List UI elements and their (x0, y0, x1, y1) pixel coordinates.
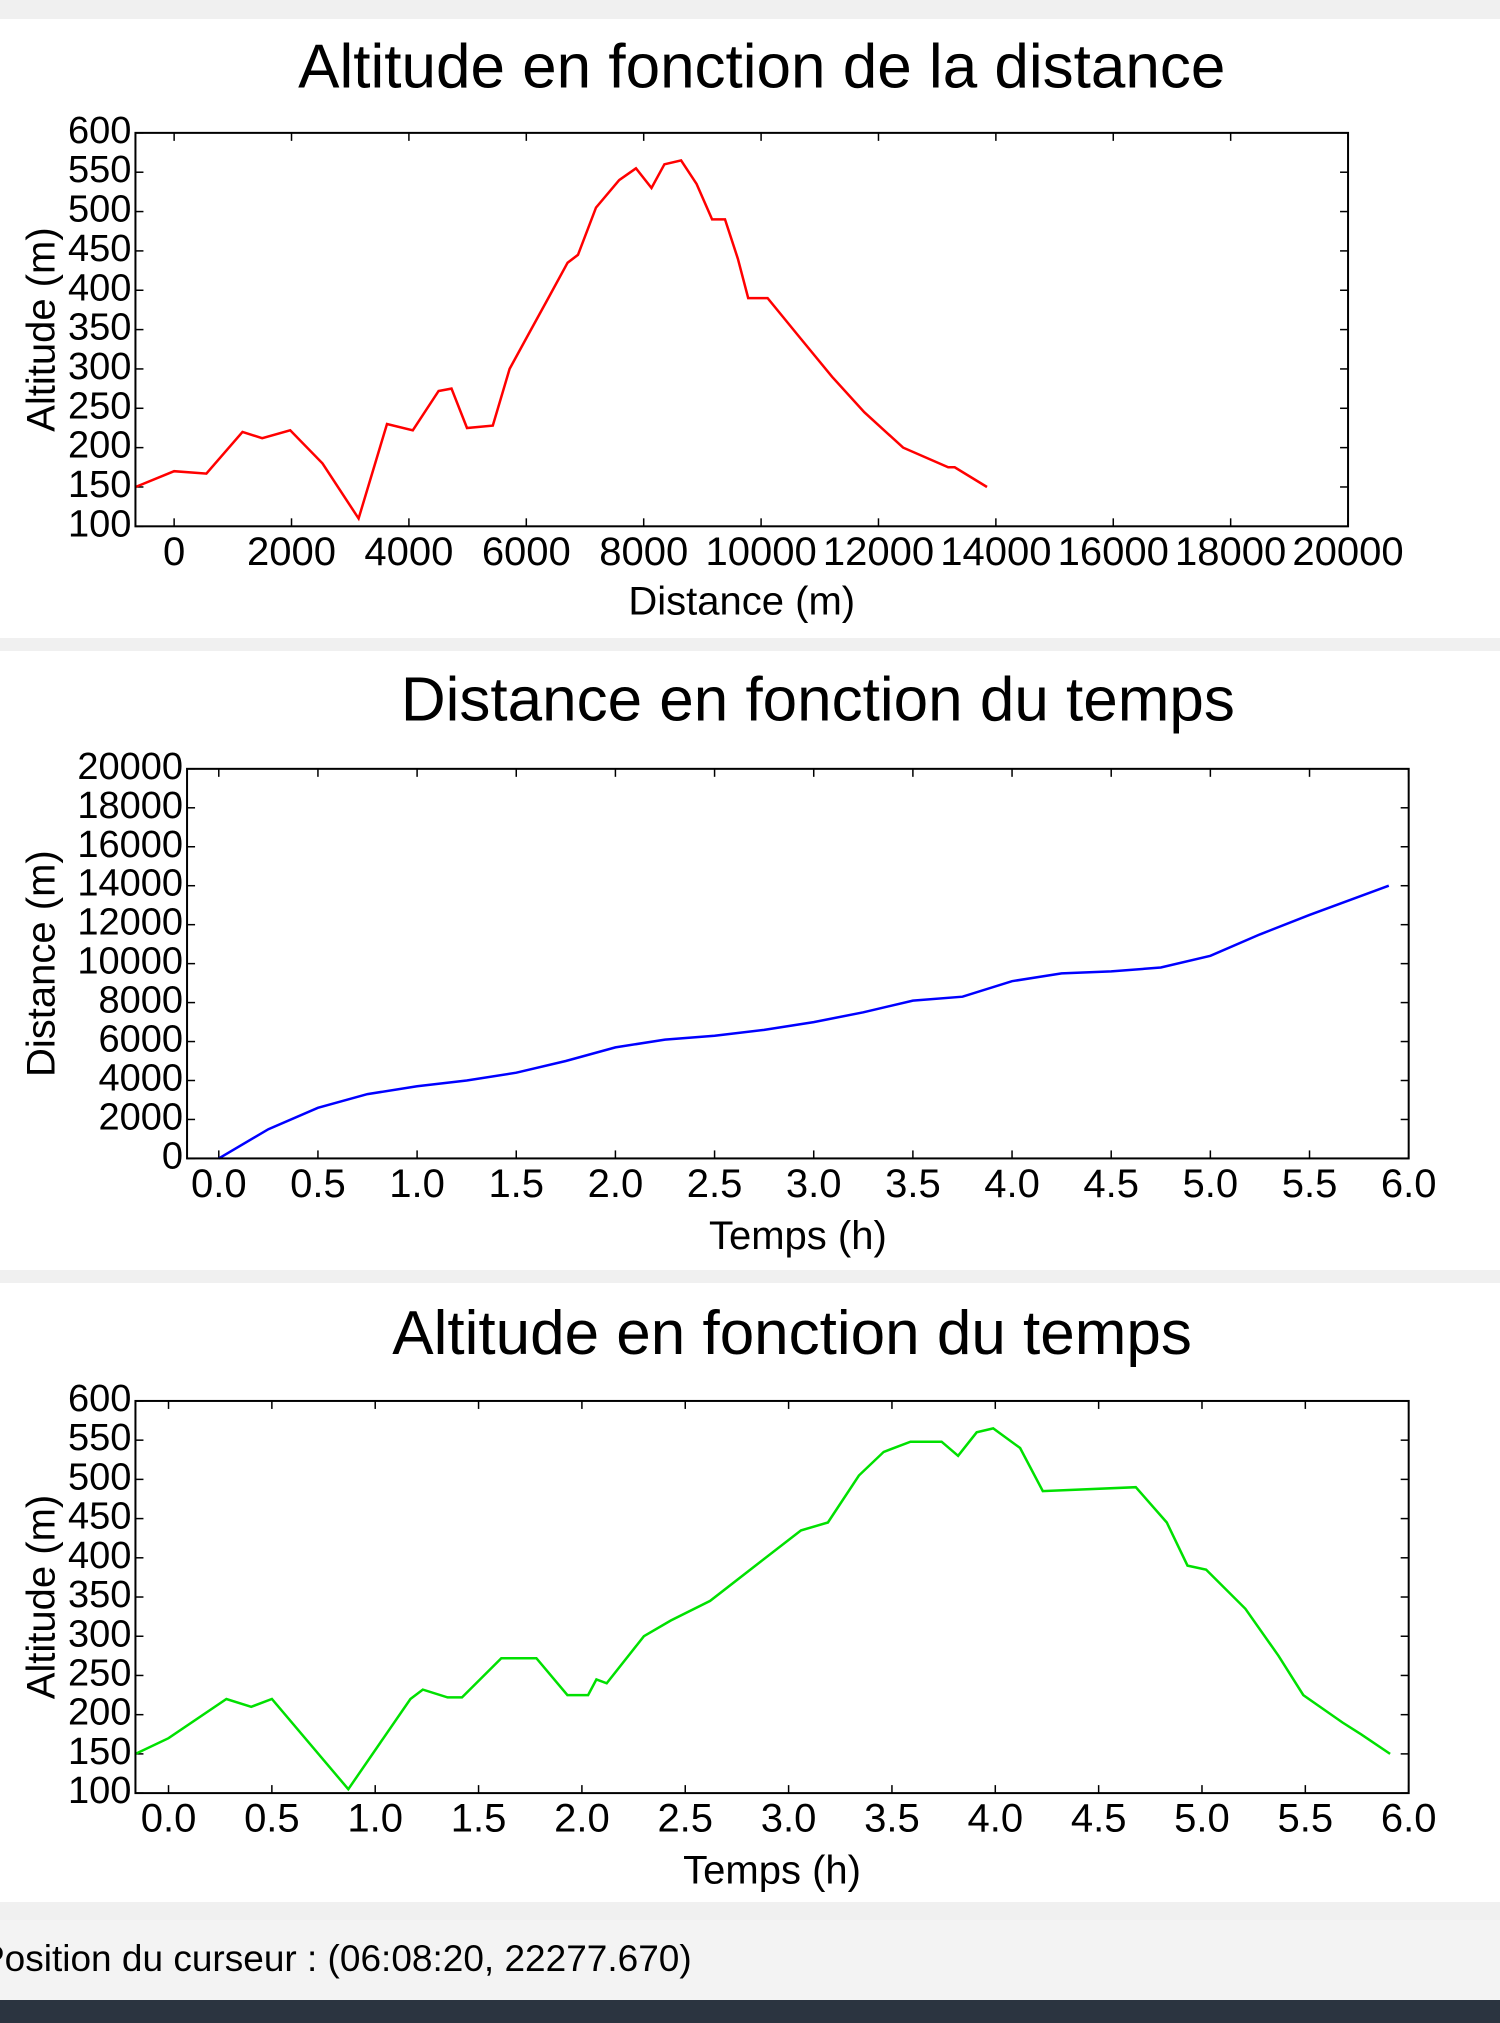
y-tick-label: 100 (68, 503, 131, 545)
x-tick-label: 0.5 (290, 1162, 346, 1206)
x-tick-label: 5.5 (1282, 1162, 1338, 1206)
y-tick-label: 250 (68, 385, 131, 427)
x-tick-label: 6.0 (1381, 1162, 1437, 1206)
y-tick-label: 400 (68, 1535, 131, 1577)
plot-frame (134, 1399, 1410, 1795)
x-tick-label: 0.5 (244, 1797, 300, 1841)
taskbar (0, 2000, 1500, 2023)
y-tick-label: 20000 (77, 746, 183, 788)
x-tick-label: 16000 (1058, 530, 1169, 574)
x-tick-label: 10000 (705, 530, 816, 574)
y-tick-label: 500 (68, 189, 131, 231)
x-tick-label: 0.0 (191, 1162, 247, 1206)
y-tick-label: 4000 (99, 1058, 184, 1100)
y-tick-label: 150 (68, 464, 131, 506)
x-tick-label: 5.0 (1174, 1797, 1230, 1841)
y-tick-label: 350 (68, 307, 131, 349)
x-tick-label: 12000 (823, 530, 934, 574)
y-axis-label: Altitude (m) (19, 1495, 63, 1700)
y-tick-label: 400 (68, 267, 131, 309)
x-tick-label: 3.0 (761, 1797, 817, 1841)
y-tick-label: 12000 (77, 902, 183, 944)
data-line (135, 158, 988, 522)
y-axis-label: Altitude (m) (19, 227, 63, 432)
x-tick-label: 2000 (247, 530, 336, 574)
x-tick-label: 2.0 (554, 1797, 610, 1841)
x-tick-label: 6000 (482, 530, 571, 574)
y-tick-label: 6000 (99, 1019, 184, 1061)
x-tick-label: 3.5 (885, 1162, 941, 1206)
panel (0, 1283, 1500, 1902)
x-tick-label: 2.5 (657, 1797, 713, 1841)
y-tick-label: 350 (68, 1574, 131, 1616)
y-tick-label: 16000 (77, 824, 183, 866)
y-axis-label: Distance (m) (19, 850, 63, 1077)
chart-title: Distance en fonction du temps (401, 666, 1235, 735)
chart-title: Altitude en fonction du temps (392, 1299, 1192, 1368)
x-tick-label: 0 (163, 530, 185, 574)
x-tick-label: 1.5 (451, 1797, 507, 1841)
chart-title: Altitude en fonction de la distance (298, 32, 1225, 101)
x-tick-label: 5.0 (1183, 1162, 1239, 1206)
x-axis-label: Temps (h) (683, 1849, 861, 1893)
y-tick-label: 150 (68, 1731, 131, 1773)
plot-frame (186, 767, 1410, 1160)
y-tick-label: 450 (68, 1496, 131, 1538)
x-tick-label: 18000 (1175, 530, 1286, 574)
y-tick-label: 200 (68, 425, 131, 467)
panel (0, 651, 1500, 1270)
y-tick-label: 300 (68, 346, 131, 388)
x-tick-label: 1.0 (389, 1162, 445, 1206)
y-tick-label: 14000 (77, 863, 183, 905)
y-tick-label: 250 (68, 1652, 131, 1694)
y-tick-label: 600 (68, 110, 131, 152)
x-tick-label: 5.5 (1278, 1797, 1334, 1841)
y-tick-label: 0 (162, 1135, 183, 1177)
y-tick-label: 550 (68, 149, 131, 191)
y-tick-label: 10000 (77, 941, 183, 983)
x-tick-label: 14000 (940, 530, 1051, 574)
y-tick-label: 2000 (99, 1096, 184, 1138)
x-tick-label: 3.0 (786, 1162, 842, 1206)
x-axis-label: Temps (h) (709, 1214, 887, 1258)
y-tick-label: 8000 (99, 980, 184, 1022)
y-tick-label: 18000 (77, 785, 183, 827)
x-tick-label: 6.0 (1381, 1797, 1437, 1841)
x-axis-label: Distance (m) (628, 579, 855, 623)
x-tick-label: 4.0 (967, 1797, 1023, 1841)
x-tick-label: 2.0 (588, 1162, 644, 1206)
status-bar (0, 1920, 1500, 2000)
x-tick-label: 2.5 (687, 1162, 743, 1206)
x-tick-label: 4000 (364, 530, 453, 574)
x-tick-label: 1.5 (488, 1162, 544, 1206)
x-tick-label: 4.5 (1083, 1162, 1139, 1206)
y-tick-label: 200 (68, 1692, 131, 1734)
y-tick-label: 550 (68, 1417, 131, 1459)
y-tick-label: 500 (68, 1456, 131, 1498)
x-tick-label: 4.5 (1071, 1797, 1127, 1841)
status-text: Position du curseur : (06:08:20, 22277.6… (0, 1938, 692, 1979)
x-tick-label: 0.0 (141, 1797, 197, 1841)
plot-frame (134, 131, 1350, 528)
y-tick-label: 450 (68, 228, 131, 270)
x-tick-label: 4.0 (984, 1162, 1040, 1206)
data-line (218, 884, 1390, 1160)
y-tick-label: 600 (68, 1378, 131, 1420)
x-tick-label: 20000 (1292, 530, 1403, 574)
x-tick-label: 1.0 (347, 1797, 403, 1841)
panel (0, 19, 1500, 638)
x-tick-label: 8000 (599, 530, 688, 574)
x-tick-label: 3.5 (864, 1797, 920, 1841)
y-tick-label: 100 (68, 1770, 131, 1812)
y-tick-label: 300 (68, 1613, 131, 1655)
data-line (134, 1427, 1391, 1792)
